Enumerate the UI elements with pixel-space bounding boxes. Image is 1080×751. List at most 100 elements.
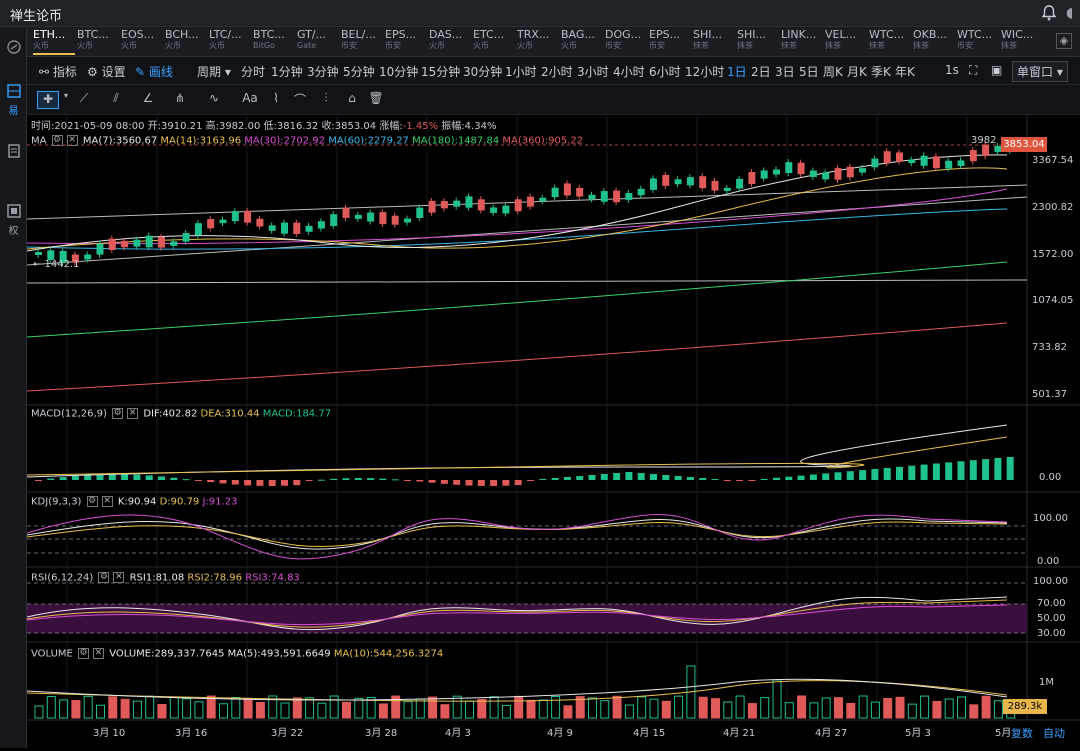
tab-symbol[interactable]: EPS... 币安 [649, 29, 691, 55]
kline-chart[interactable] [26, 115, 1080, 748]
sidebar-item-list[interactable] [0, 143, 27, 162]
settings-icon[interactable]: ⚙ [98, 572, 110, 583]
tab-symbol[interactable]: LINK... 抹茶 [781, 29, 823, 55]
indicator-button[interactable]: ⚯ 指标 [39, 63, 77, 80]
macd-bar [133, 474, 141, 480]
close-icon[interactable]: ✕ [127, 408, 139, 419]
trash-icon[interactable]: 🗑 [368, 91, 384, 105]
period-option[interactable]: 6小时 [649, 65, 681, 79]
dea-line [26, 436, 1008, 476]
period-option[interactable]: 3日 [775, 65, 795, 79]
chart-area[interactable]: 时间:2021-05-09 08:00 开:3910.21 高:3982.00 … [26, 115, 1080, 748]
tab-symbol[interactable]: BAG... 火币 [561, 29, 603, 55]
tab-symbol[interactable]: DOG... 币安 [605, 29, 647, 55]
draw-button[interactable]: ✎ 画线 [135, 63, 173, 80]
period-option[interactable]: 月K [847, 65, 867, 79]
seconds-button[interactable]: 1s [945, 63, 959, 77]
tab-symbol[interactable]: ETC... 火币 [473, 29, 515, 55]
tab-symbol[interactable]: WTC... 抹茶 [869, 29, 911, 55]
macd-bar [773, 477, 780, 480]
tab-symbol[interactable]: BCH... 火币 [165, 29, 207, 55]
tab-symbol[interactable]: DAS... 火币 [429, 29, 471, 55]
tab-symbol[interactable]: SHI... 抹茶 [693, 29, 735, 55]
period-option[interactable]: 3小时 [577, 65, 609, 79]
auto-button[interactable]: 自动 [1043, 727, 1065, 740]
period-option[interactable]: 10分钟 [379, 65, 419, 79]
settings-icon[interactable]: ⚙ [51, 135, 63, 146]
scroll-icon[interactable]: ◖ [1066, 5, 1074, 21]
period-option[interactable]: 周K [823, 65, 843, 79]
close-icon[interactable]: ✕ [113, 572, 125, 583]
tab-symbol[interactable]: SHI... 抹茶 [737, 29, 779, 55]
magnet-icon[interactable]: ⌒ [293, 93, 306, 107]
period-option[interactable]: 12小时 [685, 65, 725, 79]
settings-icon[interactable]: ⚙ [86, 496, 98, 507]
bell-icon[interactable] [1040, 4, 1058, 22]
settings-icon[interactable]: ⚙ [78, 648, 90, 659]
rsi-band [27, 604, 1027, 633]
parallel-tool-icon[interactable]: ⫽ [113, 91, 119, 105]
tab-exchange-label: 火币 [517, 41, 533, 50]
tab-symbol-label: SHI... [693, 29, 722, 40]
tab-symbol[interactable]: WTC... 币安 [957, 29, 999, 55]
volume-bar [182, 698, 192, 719]
period-option[interactable]: 年K [895, 65, 915, 79]
close-icon[interactable]: ✕ [101, 496, 113, 507]
lock-icon[interactable]: ⌂ [348, 91, 356, 105]
angle-tool-icon[interactable]: ∠ [142, 91, 154, 105]
tab-symbol[interactable]: VEL... 抹茶 [825, 29, 867, 55]
period-option[interactable]: 分时 [241, 65, 266, 79]
period-option[interactable]: 1日 [727, 65, 747, 79]
tab-symbol[interactable]: BTC... BitGo [253, 29, 295, 55]
period-option[interactable]: 3分钟 [307, 65, 339, 79]
add-tab-button[interactable]: ◈ [1056, 33, 1072, 49]
candle [711, 180, 719, 191]
window-dropdown[interactable]: 单窗口 ▾ [1012, 61, 1068, 82]
tab-symbol[interactable]: BTC... 火币 [77, 29, 119, 55]
text-tool-icon[interactable]: Aa [242, 91, 258, 105]
tab-exchange-label: 抹茶 [913, 41, 929, 50]
period-option[interactable]: 15分钟 [421, 65, 461, 79]
tab-symbol[interactable]: GT/... Gate [297, 29, 339, 55]
period-option[interactable]: 5日 [799, 65, 819, 79]
chevron-down-icon[interactable]: ▾ [63, 91, 68, 100]
tab-symbol[interactable]: OKB... 抹茶 [913, 29, 955, 55]
sidebar-item-rights[interactable]: 权 [0, 203, 27, 237]
tab-symbol[interactable]: BEL/... 币安 [341, 29, 383, 55]
close-icon[interactable]: ✕ [93, 648, 105, 659]
tab-symbol[interactable]: WIC... 抹茶 [1001, 29, 1043, 55]
pitchfork-icon[interactable]: ⋔ [174, 91, 186, 105]
ruler-icon[interactable]: ⌇ [273, 91, 279, 105]
period-option[interactable]: 5分钟 [343, 65, 375, 79]
period-option[interactable]: 2小时 [541, 65, 573, 79]
close-icon[interactable]: ✕ [66, 135, 78, 146]
period-option[interactable]: 季K [871, 65, 891, 79]
tab-symbol[interactable]: EPS... 币安 [385, 29, 427, 55]
review-button[interactable]: 复数 [1011, 727, 1033, 740]
tab-symbol[interactable]: TRX... 火币 [517, 29, 559, 55]
candle [268, 225, 276, 231]
fib-icon[interactable]: ⫶ [324, 91, 328, 105]
wave-tool-icon[interactable]: ∿ [208, 91, 220, 105]
crosshair-icon[interactable]: ✚ [37, 91, 59, 109]
line-tool-icon[interactable]: ⟋ [79, 91, 89, 105]
tab-exchange-label: 火币 [209, 41, 225, 50]
period-option[interactable]: 1小时 [505, 65, 537, 79]
settings-icon[interactable]: ⚙ [112, 408, 124, 419]
rsi-legend: RSI(6,12,24) ⚙ ✕ RSI1:81.08 RSI2:78.96 RS… [31, 572, 300, 584]
period-option[interactable]: 30分钟 [463, 65, 503, 79]
sidebar-item-trade[interactable]: 易 [0, 83, 27, 117]
period-option[interactable]: 4小时 [613, 65, 645, 79]
tab-symbol[interactable]: EOS... 火币 [121, 29, 163, 55]
fullscreen-icon[interactable]: ⛶ [969, 63, 978, 77]
candle [453, 200, 461, 207]
settings-button[interactable]: ⚙ 设置 [87, 63, 126, 80]
x-axis-label: 3月 28 [365, 728, 398, 739]
screenshot-icon[interactable]: ▣ [991, 63, 1003, 77]
tab-symbol[interactable]: ETH... 火币 [33, 29, 75, 55]
period-option[interactable]: 1分钟 [271, 65, 303, 79]
tab-symbol[interactable]: LTC/... 火币 [209, 29, 251, 55]
period-dropdown[interactable]: 周期 ▾ [197, 63, 231, 80]
period-option[interactable]: 2日 [751, 65, 771, 79]
dif-value: DIF:402.82 [143, 408, 198, 420]
